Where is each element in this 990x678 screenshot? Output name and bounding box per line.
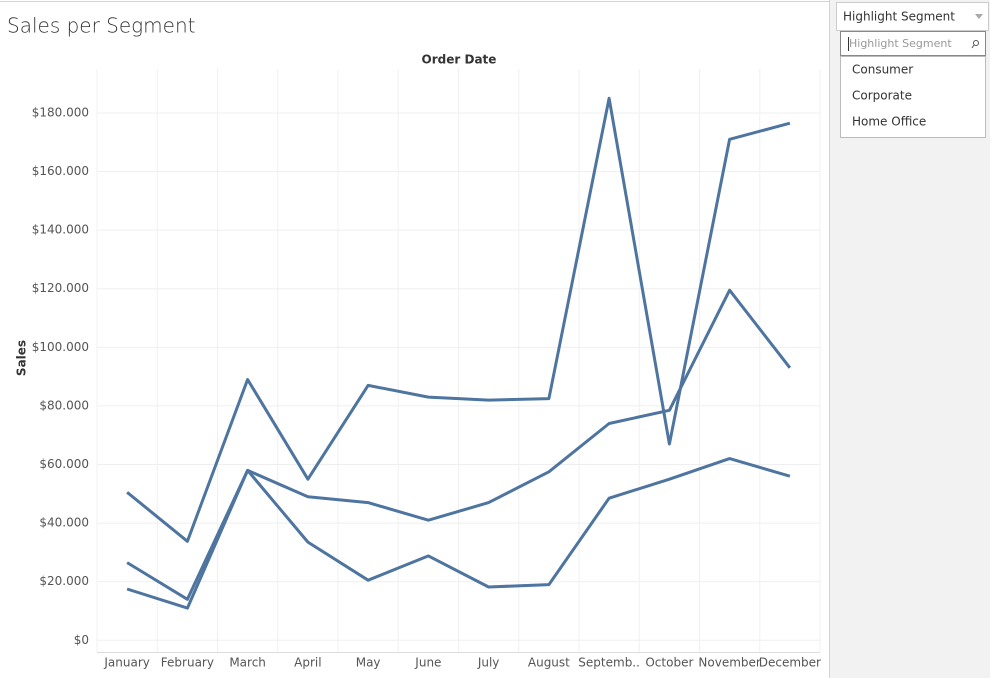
x-axis-title: Order Date <box>422 53 497 67</box>
y-tick-label: $20.000 <box>39 574 89 588</box>
y-tick-label: $40.000 <box>39 516 89 530</box>
search-input[interactable] <box>840 31 986 56</box>
y-axis-title: Sales <box>15 340 29 376</box>
x-tick-label: January <box>103 656 150 670</box>
highlight-title[interactable]: Highlight Segment <box>843 10 955 24</box>
dropdown-arrow <box>975 14 983 19</box>
y-tick-label: $140.000 <box>32 223 89 237</box>
plot: $0 $20.000 $40.000 $60.000 $80.000 $100.000 $1… <box>32 69 821 670</box>
y-tick-label: $60.000 <box>39 457 89 471</box>
x-tick-label: July <box>477 656 500 670</box>
highlight-dropdown[interactable] <box>836 2 989 31</box>
search-placeholder: Highlight Segment <box>849 37 952 50</box>
dropdown-list <box>840 56 986 138</box>
highlight-option[interactable]: Home Office <box>852 115 926 129</box>
x-tick-label: Septemb.. <box>578 656 640 670</box>
highlight-option[interactable]: Corporate <box>852 89 912 103</box>
y-tick-label: $0 <box>74 633 89 647</box>
y-tick-label: $120.000 <box>32 281 89 295</box>
x-tick-label: April <box>294 656 321 670</box>
x-tick-label: December <box>759 656 821 670</box>
highlight-option[interactable]: Consumer <box>852 63 913 77</box>
series-line <box>126 457 791 610</box>
search-icon <box>973 40 979 46</box>
option-list: Consumer Corporate Home Office <box>852 63 926 129</box>
x-tick-label: August <box>528 656 570 670</box>
x-tick-label: March <box>229 656 266 670</box>
x-tick-label: November <box>698 656 760 670</box>
y-tick-label: $100.000 <box>32 340 89 354</box>
search-icon-handle <box>971 44 975 49</box>
y-tick-label: $80.000 <box>39 398 89 412</box>
x-tick-label: February <box>161 656 214 670</box>
x-tick-label: May <box>356 656 381 670</box>
x-tick-label: June <box>414 656 441 670</box>
chart-title: Sales per Segment <box>7 14 195 38</box>
y-tick-label: $160.000 <box>32 164 89 178</box>
y-tick-label: $180.000 <box>32 105 89 119</box>
x-tick-label: October <box>645 656 693 670</box>
